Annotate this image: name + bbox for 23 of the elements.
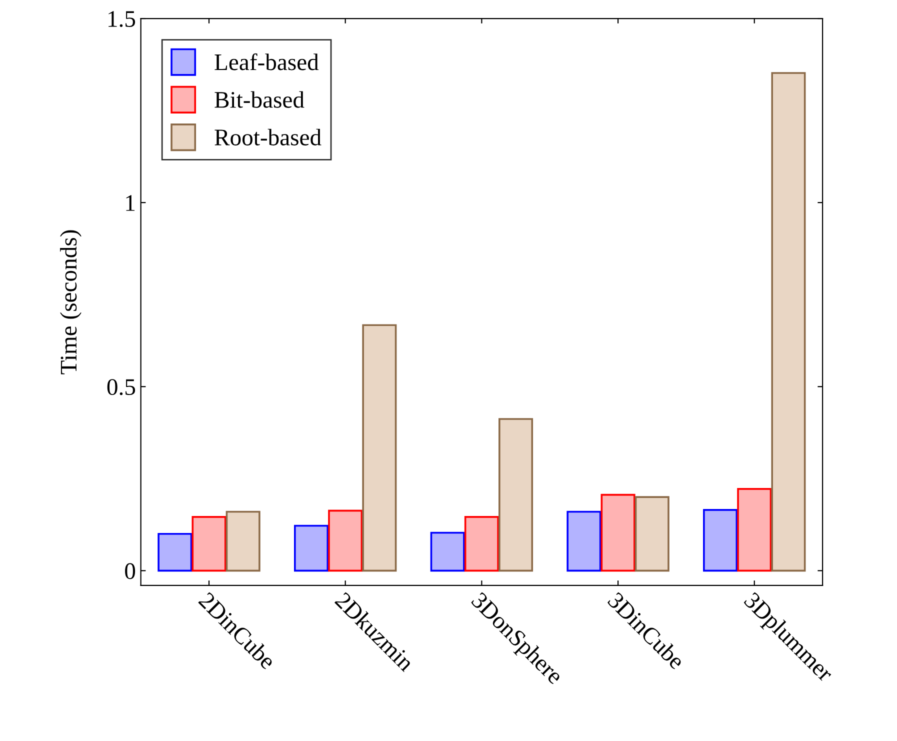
bar: [158, 532, 192, 572]
bar: [192, 516, 226, 572]
y-tick-label: 1: [126, 195, 135, 211]
bar: [362, 324, 397, 572]
bar: [703, 509, 738, 572]
legend-label: Root-based: [214, 128, 322, 146]
bar: [464, 516, 499, 572]
y-tick-label: 1.5: [108, 11, 136, 28]
bar: [498, 418, 534, 572]
bar: [771, 72, 806, 572]
bar: [600, 494, 636, 572]
legend-label: Bit-based: [214, 91, 304, 108]
bar: [634, 496, 670, 572]
bar: [328, 510, 363, 572]
bar: [737, 488, 772, 572]
legend-label: Leaf-based: [214, 53, 319, 70]
y-tick-label: 0.5: [107, 379, 136, 396]
bar: [294, 524, 329, 572]
bar: [430, 532, 465, 572]
bar: [226, 510, 260, 572]
y-axis-title: Time (seconds): [60, 230, 82, 374]
bar: [566, 510, 602, 572]
y-tick-label: 0: [125, 563, 136, 580]
